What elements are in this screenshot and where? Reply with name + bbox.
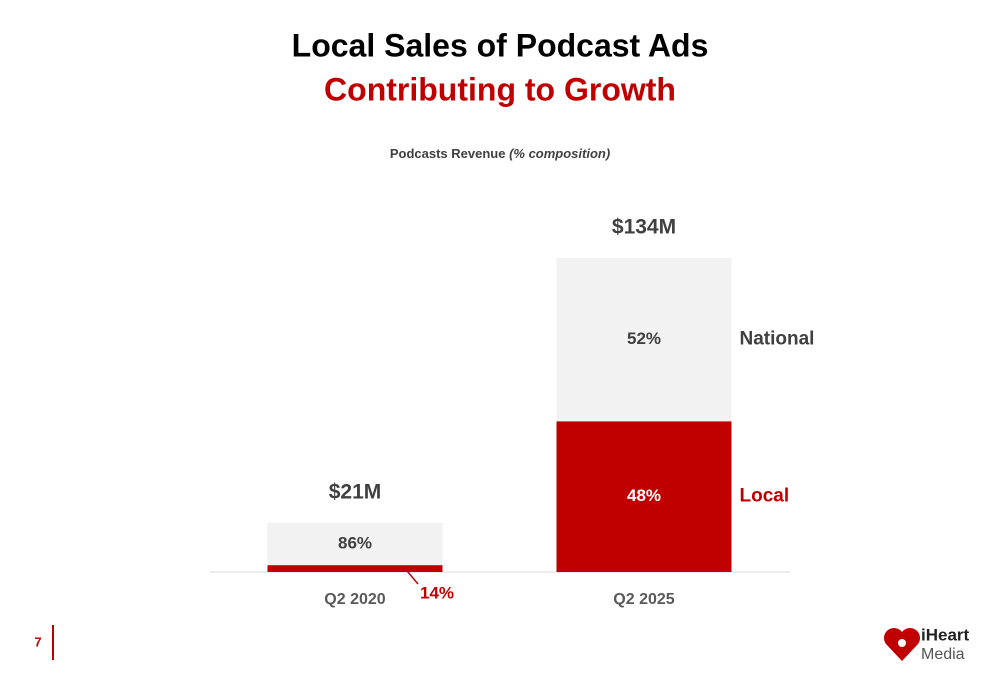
total-label: $134M bbox=[612, 216, 676, 239]
data-label: 14% bbox=[420, 583, 454, 602]
bar-segment bbox=[267, 522, 443, 566]
legend-label: Local bbox=[740, 486, 790, 507]
axis-label-note: (% composition) bbox=[509, 146, 610, 161]
data-label: 86% bbox=[338, 533, 372, 552]
bar-segment bbox=[556, 421, 732, 572]
x-tick-label: Q2 2020 bbox=[324, 591, 385, 608]
page-number: 7 bbox=[34, 634, 41, 649]
logo-text: Media bbox=[921, 646, 965, 663]
data-label: 52% bbox=[627, 329, 661, 348]
logo-icon-dot bbox=[898, 639, 906, 647]
x-tick-label: Q2 2025 bbox=[613, 591, 674, 608]
total-label: $21M bbox=[329, 480, 382, 503]
logo: iHeart Media bbox=[884, 625, 970, 663]
data-label: 48% bbox=[627, 486, 661, 505]
logo-text: iHeart bbox=[921, 625, 970, 644]
axis-label: Podcasts Revenue (% composition) bbox=[390, 146, 610, 161]
leader-line bbox=[404, 568, 419, 585]
chart-title: Local Sales of Podcast Ads bbox=[292, 27, 709, 63]
axis-label-main: Podcasts Revenue bbox=[390, 146, 506, 161]
bar-segment bbox=[556, 258, 732, 422]
bar-segment bbox=[267, 565, 443, 572]
chart-subtitle: Contributing to Growth bbox=[324, 71, 676, 107]
legend-label: National bbox=[740, 329, 815, 350]
